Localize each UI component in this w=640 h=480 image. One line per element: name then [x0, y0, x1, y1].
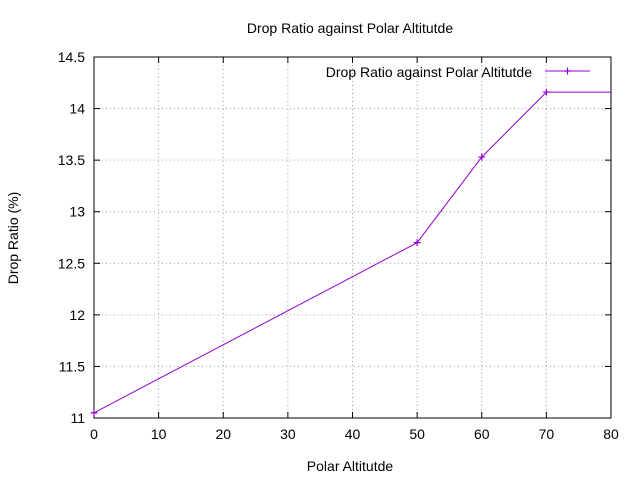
legend-label: Drop Ratio against Polar Altitutde	[326, 64, 532, 80]
data-point-marker	[413, 239, 421, 247]
y-axis-label: Drop Ratio (%)	[5, 192, 21, 285]
x-tick-label: 50	[409, 426, 425, 442]
data-point-marker	[478, 153, 486, 161]
y-tick-label: 11	[70, 410, 85, 426]
x-tick-label: 0	[90, 426, 98, 442]
series-line	[93, 91, 611, 414]
series	[90, 88, 611, 417]
x-tick-label: 60	[474, 426, 490, 442]
y-tick-label: 12.5	[58, 255, 85, 271]
legend-marker	[564, 67, 571, 75]
x-tick-label: 80	[603, 426, 619, 442]
legend: Drop Ratio against Polar Altitutde	[326, 64, 590, 80]
x-axis-label: Polar Altitutde	[307, 458, 394, 474]
y-tick-label: 13	[69, 204, 85, 220]
x-tick-label: 20	[215, 426, 231, 442]
y-tick-label: 11.5	[59, 358, 85, 374]
axes	[93, 56, 612, 419]
data-point-marker	[542, 88, 550, 96]
grid	[94, 57, 611, 418]
x-tick-label: 70	[539, 426, 555, 442]
x-tick-label: 10	[151, 426, 167, 442]
x-tick-label: 30	[280, 426, 296, 442]
y-tick-label: 14.5	[58, 49, 85, 65]
data-point-marker	[90, 409, 98, 417]
x-tick-label: 40	[345, 426, 361, 442]
y-tick-label: 13.5	[58, 152, 85, 168]
y-tick-label: 12	[69, 307, 85, 323]
y-tick-label: 14	[69, 101, 85, 117]
plot-frame	[93, 56, 612, 419]
tick-labels: 0 10 20 30 40 50 60 70 80 11 11.5 12 12.5 13 13.5 14 14.…	[58, 49, 619, 442]
chart-title: Drop Ratio against Polar Altitutde	[247, 20, 453, 36]
